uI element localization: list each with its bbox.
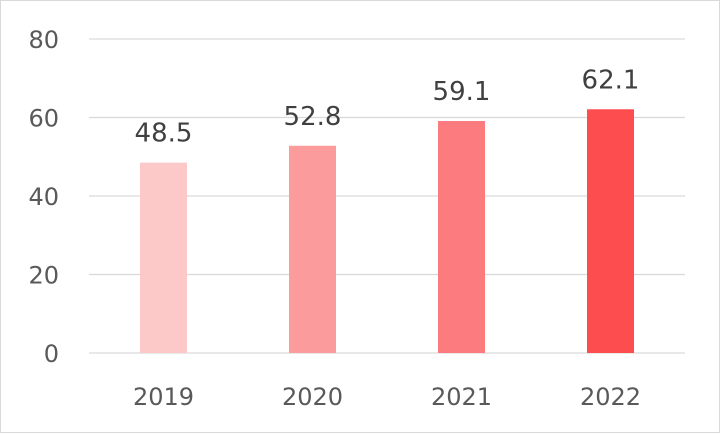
- x-axis-ticks: 2019 2020 2021 2022: [133, 383, 641, 411]
- bars: [140, 109, 634, 353]
- y-axis-ticks: 0 20 40 60 80: [28, 26, 59, 368]
- data-labels: 48.5 52.8 59.1 62.1: [135, 65, 640, 148]
- y-tick-label: 20: [28, 262, 59, 290]
- bar-2020: [289, 145, 336, 353]
- bar-2022: [587, 109, 634, 353]
- data-label: 59.1: [433, 77, 491, 107]
- x-tick-label: 2021: [431, 383, 492, 411]
- y-tick-label: 60: [28, 105, 59, 133]
- x-tick-label: 2022: [580, 383, 641, 411]
- bar-2021: [438, 121, 485, 353]
- y-tick-label: 0: [44, 340, 59, 368]
- data-label: 48.5: [135, 119, 193, 149]
- x-tick-label: 2020: [282, 383, 343, 411]
- y-tick-label: 80: [28, 26, 59, 54]
- gridlines: [89, 38, 685, 354]
- bar-2019: [140, 162, 187, 353]
- data-label: 52.8: [284, 102, 342, 132]
- x-tick-label: 2019: [133, 383, 194, 411]
- y-tick-label: 40: [28, 183, 59, 211]
- data-label: 62.1: [582, 65, 640, 95]
